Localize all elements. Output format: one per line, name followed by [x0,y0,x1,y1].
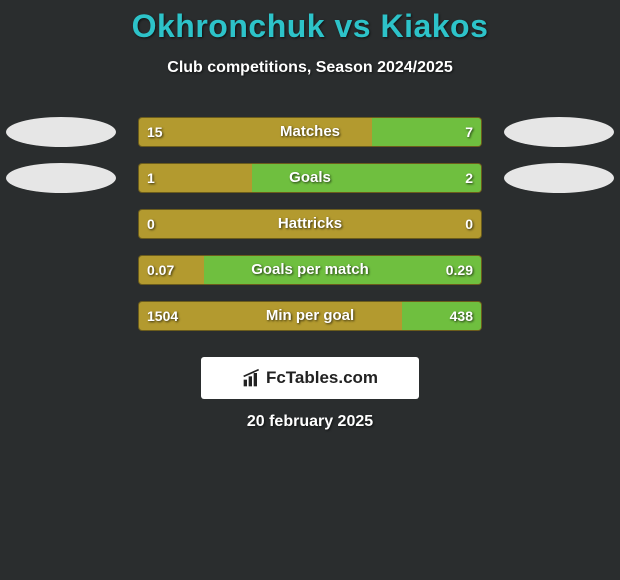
stat-label: Goals [139,164,481,192]
subtitle: Club competitions, Season 2024/2025 [0,59,620,77]
bar-chart-icon [242,368,262,388]
stat-row: 1504Min per goal438 [0,293,620,339]
stat-bar: 1Goals2 [138,163,482,193]
stat-label: Goals per match [139,256,481,284]
stat-bar: 15Matches7 [138,117,482,147]
stat-row: 15Matches7 [0,109,620,155]
stat-value-right: 0 [465,210,473,238]
stat-bar: 0.07Goals per match0.29 [138,255,482,285]
stat-value-right: 438 [450,302,473,330]
stat-bar: 0Hattricks0 [138,209,482,239]
stat-value-right: 0.29 [446,256,473,284]
stat-value-right: 7 [465,118,473,146]
brand-text: FcTables.com [242,368,378,388]
brand-badge[interactable]: FcTables.com [201,357,419,399]
brand-label: FcTables.com [266,368,378,388]
page-title: Okhronchuk vs Kiakos [0,8,620,45]
stat-row: 1Goals2 [0,155,620,201]
avatar-right [504,117,614,147]
avatar-left [6,117,116,147]
vs-text: vs [334,8,371,44]
stat-label: Matches [139,118,481,146]
footer-date: 20 february 2025 [0,413,620,431]
stat-row: 0Hattricks0 [0,201,620,247]
stat-value-right: 2 [465,164,473,192]
player-right-name: Kiakos [380,8,488,44]
player-left-name: Okhronchuk [132,8,325,44]
stat-bar: 1504Min per goal438 [138,301,482,331]
stat-label: Min per goal [139,302,481,330]
stat-label: Hattricks [139,210,481,238]
avatar-left [6,163,116,193]
avatar-right [504,163,614,193]
stat-row: 0.07Goals per match0.29 [0,247,620,293]
comparison-chart: 15Matches7 1Goals2 0Hattricks0 0.07Goals pe… [0,109,620,339]
infographic-root: Okhronchuk vs Kiakos Club competitions, … [0,0,620,580]
